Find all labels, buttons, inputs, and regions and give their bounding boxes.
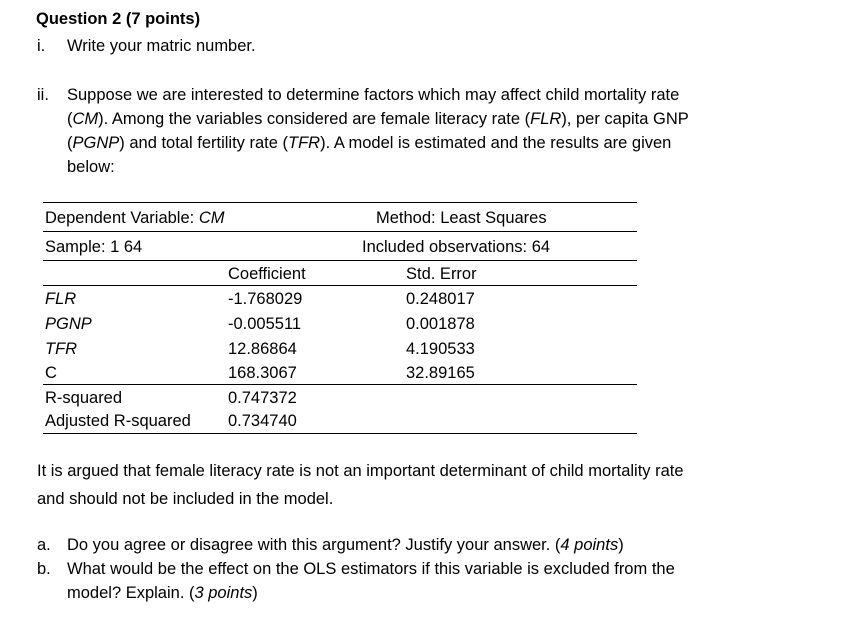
r-squared-value: 0.747372	[228, 389, 297, 407]
part-ii-line-4: below:	[67, 158, 115, 176]
subquestion-a-marker: a.	[37, 536, 51, 554]
row-variable: FLR	[45, 290, 77, 308]
row-coefficient: -0.005511	[228, 315, 302, 333]
subquestion-b-text: What would be the effect on the OLS esti…	[67, 560, 675, 578]
table-rule-5	[43, 384, 637, 385]
row-coefficient: 168.3067	[228, 364, 297, 382]
subquestion-a-text: Do you agree or disagree with this argum…	[67, 536, 624, 554]
row-std-error: 0.001878	[406, 315, 475, 333]
sample-label: Sample: 1 64	[45, 238, 143, 256]
table-rule-2	[43, 231, 637, 232]
row-std-error: 0.248017	[406, 290, 475, 308]
part-ii-marker: ii.	[37, 86, 49, 104]
table-rule-bottom	[43, 433, 637, 434]
row-variable: C	[45, 364, 57, 382]
part-ii-line-3: (PGNP) and total fertility rate (TFR). A…	[67, 134, 672, 152]
adj-r-squared-value: 0.734740	[228, 412, 297, 430]
row-coefficient: -1.768029	[228, 290, 303, 308]
row-std-error: 32.89165	[406, 364, 475, 382]
table-rule-4	[43, 285, 637, 286]
table-rule-3	[43, 260, 637, 261]
row-coefficient: 12.86864	[228, 340, 297, 358]
part-ii-line-1: Suppose we are interested to determine f…	[67, 86, 680, 104]
row-std-error: 4.190533	[406, 340, 475, 358]
argument-line-2: and should not be included in the model.	[37, 490, 334, 508]
adj-r-squared-label: Adjusted R-squared	[45, 412, 191, 430]
r-squared-label: R-squared	[45, 389, 123, 407]
argument-line-1: It is argued that female literacy rate i…	[37, 462, 684, 480]
subquestion-b-text-2: model? Explain. (3 points)	[67, 584, 258, 602]
subquestion-b-marker: b.	[37, 560, 51, 578]
part-i-text: Write your matric number.	[67, 37, 256, 55]
col-header-coefficient: Coefficient	[228, 265, 306, 283]
col-header-std-error: Std. Error	[406, 265, 477, 283]
part-i-marker: i.	[37, 37, 46, 55]
dependent-variable: Dependent Variable: CM	[45, 209, 225, 227]
part-ii-line-2: (CM). Among the variables considered are…	[67, 110, 689, 128]
question-title: Question 2 (7 points)	[36, 10, 201, 28]
table-rule-top	[43, 202, 637, 203]
method-label: Method: Least Squares	[376, 209, 547, 227]
row-variable: PGNP	[45, 315, 92, 333]
row-variable: TFR	[45, 340, 78, 358]
included-observations: Included observations: 64	[362, 238, 551, 256]
